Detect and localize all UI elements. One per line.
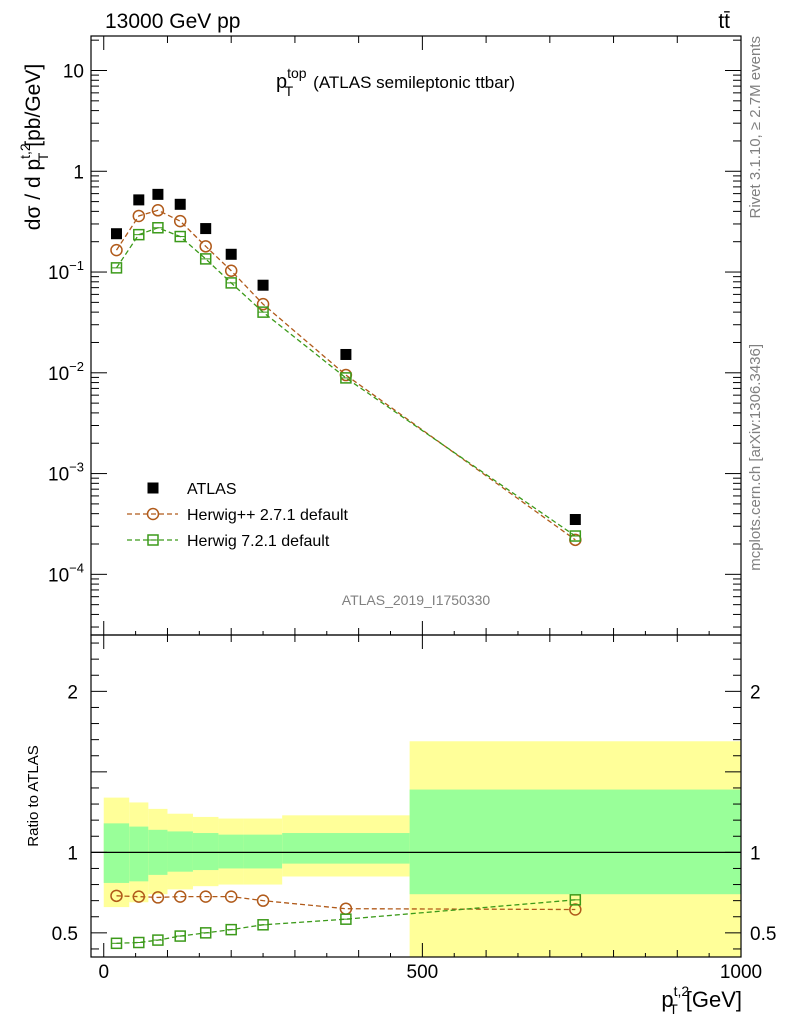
legend: ATLAS Herwig++ 2.7.1 default Herwig 7.2.1 … (127, 481, 349, 550)
ratio-series-line-0 (116, 895, 576, 911)
ratio-axes-box (90, 634, 742, 958)
main-point-1 (132, 209, 146, 223)
ratio-y-tick-label: 2 (67, 682, 78, 703)
main-point-0 (174, 198, 186, 210)
ratio-point-0 (110, 889, 123, 903)
rivet-label: Rivet 3.1.10, ≥ 2.7M events (747, 36, 764, 219)
ratio-y-tick-label: 1 (67, 843, 78, 864)
ratio-y-tick-label-right: 2 (750, 682, 761, 703)
band-inner (409, 789, 741, 895)
y-tick-exponent: −4 (69, 560, 84, 575)
y-tick-base: 1 (73, 162, 84, 183)
ratio-point-0 (199, 890, 212, 903)
main-series-line-2 (115, 227, 576, 537)
analysis-watermark: ATLAS_2019_I1750330 (342, 592, 491, 608)
y-tick-label: 10 (63, 62, 84, 83)
xlabel-rest: [GeV] (686, 987, 742, 1012)
main-point-0 (200, 223, 212, 235)
title-sub: T (285, 83, 294, 99)
ratio-point-0 (224, 890, 238, 903)
x-tick-label: 0 (98, 962, 109, 983)
ylabel-rest: [pb/GeV] (22, 64, 45, 147)
ratio-xlabel: pt,2 T [GeV] (661, 983, 742, 1017)
main-point-1 (110, 243, 123, 257)
y-tick-exponent: −1 (69, 258, 84, 273)
main-point-1 (151, 204, 165, 217)
main-point-0 (569, 514, 581, 526)
main-point-0 (110, 228, 122, 240)
xlabel-sub: T (669, 1001, 678, 1017)
main-point-1 (173, 214, 187, 228)
legend-label-2: Herwig 7.2.1 default (187, 533, 330, 550)
xlabel-base: p (661, 987, 673, 1012)
ratio-series-layer (110, 889, 582, 950)
legend-label-1: Herwig++ 2.7.1 default (187, 507, 349, 524)
y-tick-base: 10 (63, 62, 84, 83)
y-tick-label: 10−2 (48, 359, 84, 385)
main-point-0 (225, 248, 237, 260)
band-inner (167, 831, 193, 872)
header-right: tt̄ (718, 10, 730, 33)
main-point-1 (256, 297, 270, 311)
main-series-line-1 (115, 209, 576, 541)
y-tick-base: 10 (48, 465, 69, 486)
main-point-1 (199, 240, 212, 253)
main-series-layer (110, 188, 582, 547)
y-tick-base: 10 (48, 263, 69, 284)
legend-label-0: ATLAS (187, 481, 237, 498)
mcplots-label: mcplots.cern.ch [arXiv:1306.3436] (747, 344, 764, 571)
title-sup: top (287, 65, 307, 81)
legend-marker-1 (146, 507, 160, 521)
y-tick-base: 10 (48, 565, 69, 586)
ylabel-sub: T (35, 152, 51, 161)
main-point-0 (133, 194, 145, 206)
ratio-y-tick-label-right: 1 (750, 843, 761, 864)
ratio-point-0 (173, 890, 187, 903)
y-tick-exponent: −3 (69, 460, 84, 475)
band-inner (129, 826, 149, 882)
main-point-0 (340, 348, 352, 360)
ratio-point-0 (256, 894, 270, 907)
legend-marker-0 (147, 482, 159, 494)
band-inner (243, 834, 283, 869)
band-inner (103, 823, 130, 883)
y-tick-label: 10−4 (48, 560, 84, 586)
ratio-y-tick-label: 0.5 (52, 924, 78, 945)
y-tick-exponent: −2 (69, 359, 84, 374)
header-left: 13000 GeV pp (105, 10, 240, 33)
ratio-uncertainty-bands (91, 741, 741, 957)
main-point-1 (224, 264, 238, 277)
chart-title: ptop T (ATLAS semileptonic ttbar) (276, 65, 515, 99)
y-tick-base: 10 (48, 364, 69, 385)
ylabel-sup: t,2 (17, 143, 33, 159)
y-tick-label: 1 (73, 162, 84, 183)
y-tick-label: 10−1 (48, 258, 84, 284)
ratio-plot-frame: 0 500 1000 0.5 0.5 1 1 2 2 (52, 634, 776, 983)
band-inner (218, 834, 244, 869)
ratio-point-0 (132, 890, 146, 903)
main-ylabel: dσ / d pt,2 T [pb/GeV] (17, 64, 51, 230)
ratio-point-0 (151, 891, 165, 904)
x-tick-label: 1000 (720, 962, 762, 983)
ratio-ylabel: Ratio to ATLAS (25, 745, 42, 846)
ylabel-base: dσ / d p (22, 159, 45, 230)
x-tick-label: 500 (407, 962, 439, 983)
title-base: p (276, 71, 287, 93)
ratio-point-0 (569, 903, 582, 916)
xlabel-sup: t,2 (674, 983, 690, 999)
y-tick-label: 10−3 (48, 460, 84, 486)
band-inner (282, 833, 410, 864)
band-inner (192, 833, 219, 871)
title-rest: (ATLAS semileptonic ttbar) (313, 73, 515, 92)
main-point-0 (152, 188, 164, 200)
ratio-y-tick-label-right: 0.5 (750, 924, 776, 945)
main-point-0 (257, 279, 269, 291)
